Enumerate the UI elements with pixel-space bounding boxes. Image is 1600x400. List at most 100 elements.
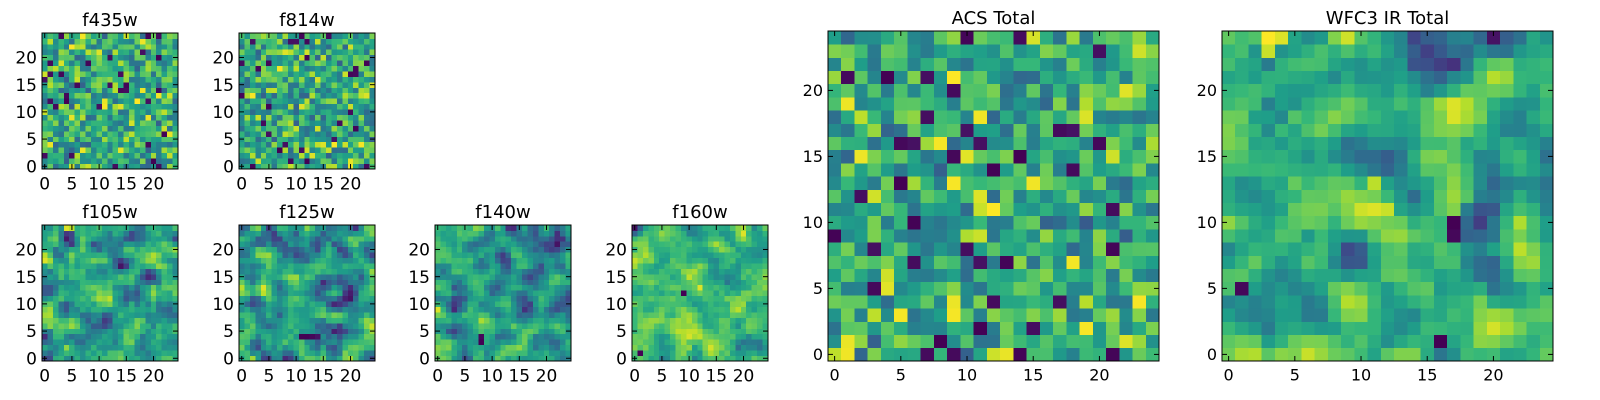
heatmap-cell <box>42 290 48 297</box>
heatmap-cell <box>549 328 556 335</box>
heatmap-cell <box>473 279 479 286</box>
heatmap-cell <box>1288 176 1302 190</box>
heatmap-cell <box>364 103 370 110</box>
heatmap-cell <box>933 347 948 362</box>
heatmap-cell <box>101 81 108 88</box>
heatmap-cell <box>298 49 305 56</box>
heatmap-cell <box>1119 321 1133 335</box>
heatmap-cell <box>298 301 305 307</box>
heatmap-cell <box>746 225 753 231</box>
heatmap-cell <box>1000 110 1014 124</box>
heatmap-cell <box>543 268 550 275</box>
heatmap-cell <box>697 284 704 291</box>
heatmap-cell <box>648 312 655 318</box>
heatmap-cell <box>69 257 76 264</box>
heatmap-cell <box>740 246 747 253</box>
heatmap-cell <box>973 31 988 45</box>
heatmap-cell <box>293 230 300 237</box>
heatmap-cell <box>315 290 321 297</box>
heatmap-cell <box>271 257 278 264</box>
heatmap-cell <box>74 268 81 275</box>
heatmap-cell <box>347 273 354 280</box>
heatmap-cell <box>353 38 360 45</box>
heatmap-cell <box>1119 215 1133 230</box>
heatmap-cell <box>1473 229 1488 243</box>
heatmap-cell <box>358 295 365 302</box>
heatmap-cell <box>1380 347 1395 362</box>
heatmap-cell <box>309 43 316 50</box>
heatmap-cell <box>1380 229 1395 243</box>
heatmap-cell <box>287 252 294 259</box>
heatmap-cell <box>298 76 305 83</box>
heatmap-cell <box>134 273 141 280</box>
heatmap-cell <box>287 312 294 318</box>
heatmap-cell <box>112 306 119 313</box>
heatmap-cell <box>150 38 157 45</box>
heatmap-cell <box>287 120 294 126</box>
heatmap-cell <box>298 43 305 50</box>
heatmap-cell <box>118 54 124 61</box>
heatmap-cell <box>1013 268 1027 283</box>
heatmap-cell <box>266 268 273 275</box>
heatmap-cell <box>42 60 48 67</box>
heatmap-cell <box>880 321 895 335</box>
heatmap-cell <box>129 344 135 351</box>
heatmap-cell <box>145 130 152 137</box>
heatmap-cell <box>304 71 311 77</box>
heatmap-cell <box>161 158 168 164</box>
heatmap-cell <box>244 136 251 143</box>
heatmap-cell <box>167 312 173 318</box>
heatmap-cell <box>315 246 321 253</box>
heatmap-cell <box>947 97 961 111</box>
heatmap-cell <box>320 130 327 137</box>
heatmap-cell <box>277 60 283 67</box>
heatmap-cell <box>369 263 376 269</box>
heatmap-cell <box>277 350 283 356</box>
heatmap-cell <box>933 189 948 203</box>
heatmap-cell <box>1106 202 1120 217</box>
heatmap-cell <box>358 317 365 324</box>
heatmap-cell <box>260 339 267 346</box>
heatmap-cell <box>735 328 742 335</box>
heatmap-cell <box>1222 215 1236 230</box>
heatmap-cell <box>680 317 687 324</box>
y-tick-label: 20 <box>605 241 627 261</box>
heatmap-cell <box>315 49 321 56</box>
heatmap-cell <box>172 152 179 159</box>
heatmap-cell <box>735 295 742 302</box>
heatmap-cell <box>347 92 354 99</box>
heatmap-cell <box>1053 242 1067 256</box>
heatmap-cell <box>42 141 48 148</box>
heatmap-cell <box>298 120 305 126</box>
heatmap-cell <box>653 339 660 346</box>
heatmap-cell <box>462 263 469 269</box>
heatmap-cell <box>331 225 338 231</box>
heatmap-cell <box>532 246 539 253</box>
heatmap-cell <box>282 76 289 83</box>
heatmap-cell <box>369 252 376 259</box>
heatmap-cell <box>123 235 130 242</box>
heatmap-cell <box>1119 347 1133 362</box>
heatmap-cell <box>315 333 321 340</box>
heatmap-cell <box>740 350 747 356</box>
heatmap-cell <box>828 229 842 243</box>
heatmap-cell <box>260 284 267 291</box>
heatmap-cell <box>740 241 747 248</box>
heatmap-cell <box>478 263 485 269</box>
heatmap-cell <box>298 54 305 61</box>
heatmap-cell <box>933 83 948 98</box>
heatmap-cell <box>1248 347 1263 362</box>
heatmap-cell <box>505 257 512 264</box>
heatmap-cell <box>129 98 135 105</box>
heatmap-cell <box>150 120 157 126</box>
heatmap-cell <box>161 252 168 259</box>
heatmap-cell <box>326 279 332 286</box>
heatmap-cell <box>1039 97 1054 111</box>
heatmap-cell <box>1235 215 1249 230</box>
heatmap-cell <box>543 241 550 248</box>
heatmap-cell <box>118 246 124 253</box>
heatmap-cell <box>145 230 152 237</box>
heatmap-cell <box>244 120 251 126</box>
heatmap-cell <box>757 279 763 286</box>
heatmap-cell <box>298 339 305 346</box>
